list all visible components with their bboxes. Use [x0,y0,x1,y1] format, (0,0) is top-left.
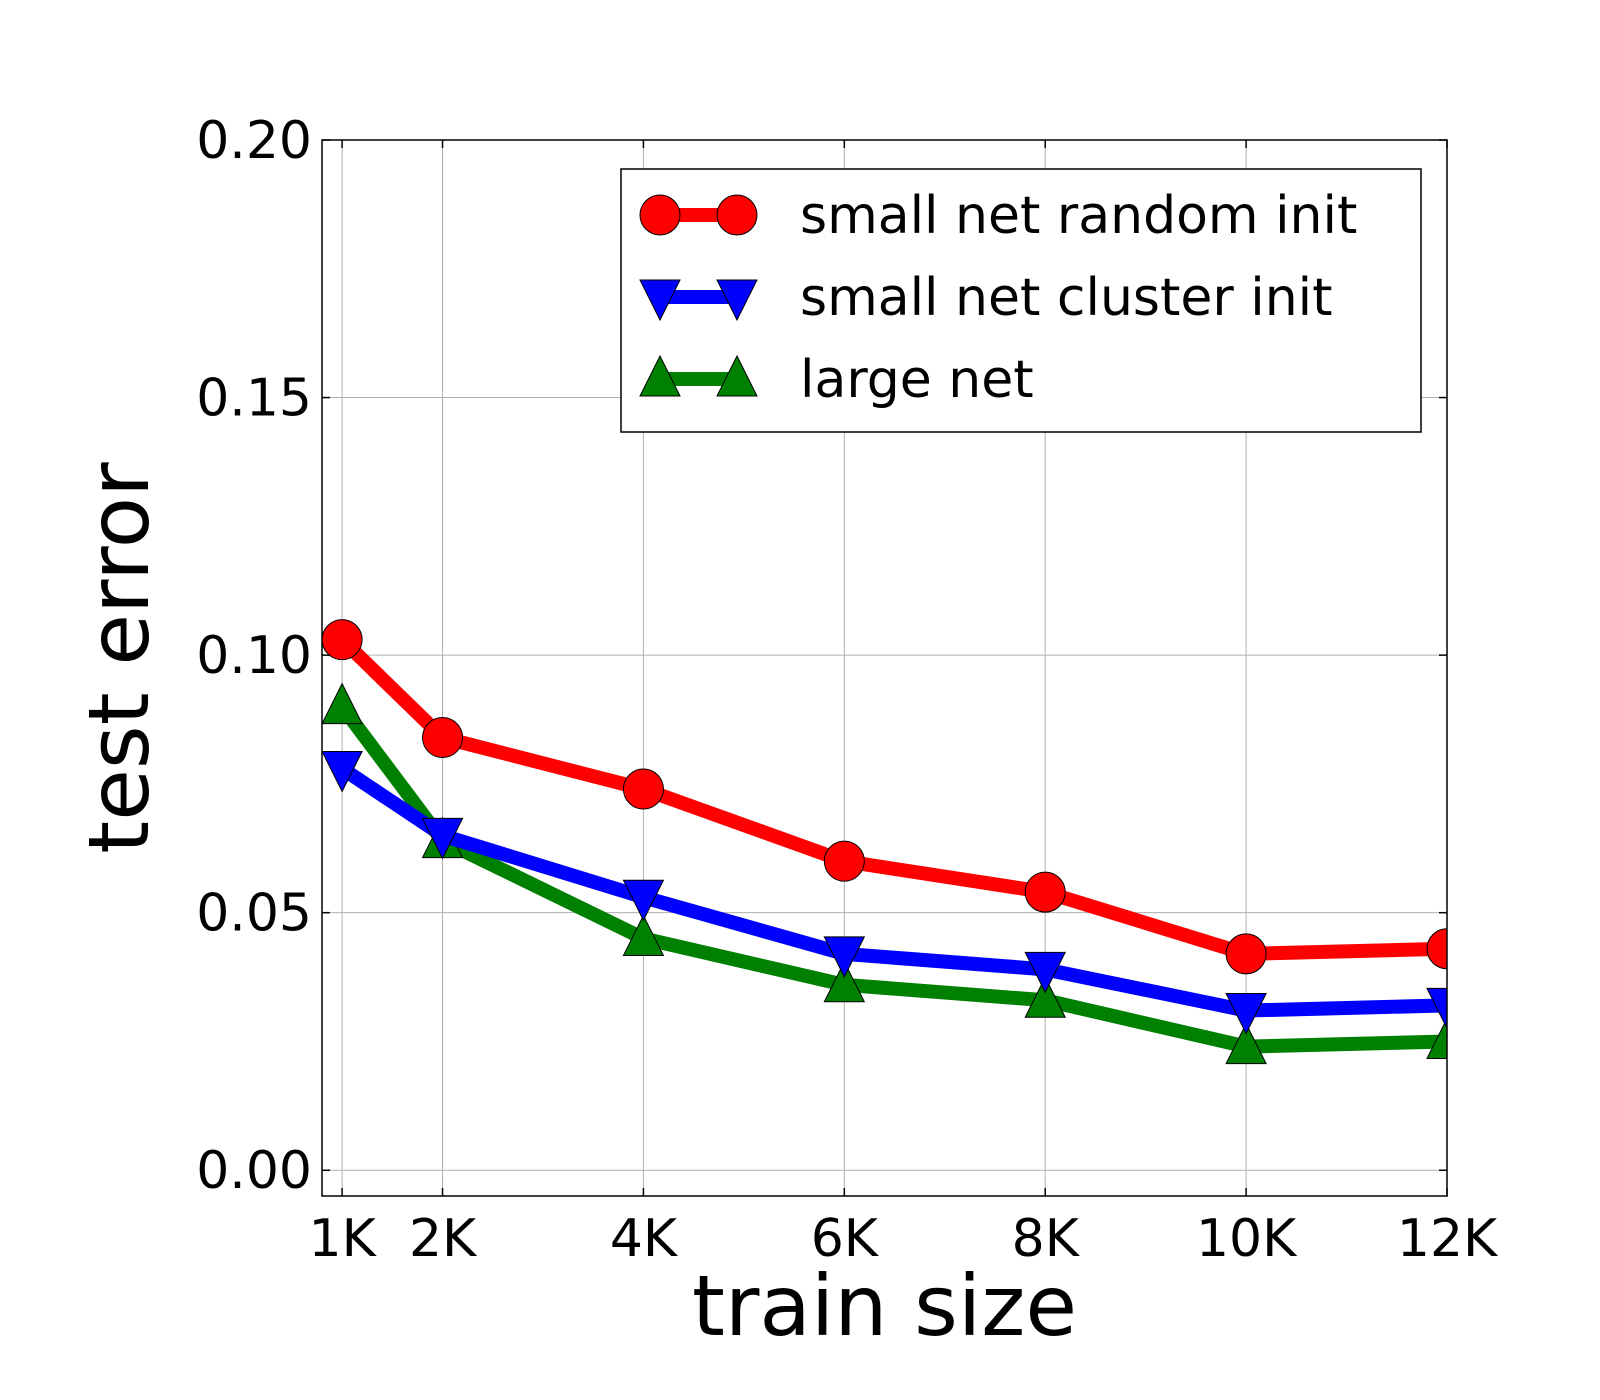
axis-ticks: 1K 2K 4K 6K 8K 10K 12K 0.00 0.05 0.10 0.15 0.20 [196,111,1499,1269]
y-tick-label: 0.10 [196,626,312,686]
legend-marker [639,194,681,236]
data-point [622,914,665,956]
data-point [1024,976,1067,1018]
legend-item: small net cluster init [639,268,1333,328]
x-tick-label: 4K [610,1209,679,1269]
data-point [322,750,363,793]
y-tick-label: 0.00 [196,1141,312,1201]
x-tick-label: 6K [811,1209,880,1269]
x-tick-label: 2K [409,1209,478,1269]
data-point [1426,928,1447,970]
series-layer [322,619,1447,1065]
legend-marker [716,354,758,397]
legend: small net random init small net cluster i… [620,168,1422,433]
legend-marker [639,279,681,322]
legend-item: small net random init [639,186,1357,246]
data-point [823,936,866,979]
series-small-net-cluster-init [322,750,1447,1035]
legend-marker [716,194,758,236]
legend-label: small net random init [800,186,1357,246]
data-point [1225,933,1267,975]
series-line [337,634,1447,961]
legend-item: large net [639,350,1034,410]
y-tick-label: 0.20 [196,111,312,171]
data-point [322,682,363,725]
data-point [823,840,865,882]
series-line [338,762,1447,1018]
y-axis-title: test error [70,462,168,854]
data-point [1024,951,1067,994]
data-point [622,879,665,922]
data-point [322,619,363,661]
data-point [1426,1017,1447,1059]
plot-frame [321,139,1448,1197]
x-axis-title: train size [692,1257,1077,1355]
y-tick-label: 0.15 [196,369,312,429]
data-point [1225,1022,1267,1065]
data-point [622,768,664,810]
data-point [421,817,464,860]
data-point [1225,993,1267,1035]
y-tick-label: 0.05 [196,884,312,944]
data-point [1426,987,1447,1030]
x-tick-label: 1K [308,1209,377,1269]
data-point [823,960,866,1003]
series-small-net-random-init [322,619,1447,975]
x-tick-label: 12K [1397,1209,1499,1269]
x-tick-label: 10K [1196,1209,1298,1269]
legend-marker [716,279,758,322]
legend-label: small net cluster init [800,268,1333,328]
legend-label: large net [800,350,1034,410]
data-point [422,717,464,759]
x-tick-label: 8K [1012,1209,1081,1269]
data-point [1024,871,1066,913]
legend-marker [639,354,681,397]
